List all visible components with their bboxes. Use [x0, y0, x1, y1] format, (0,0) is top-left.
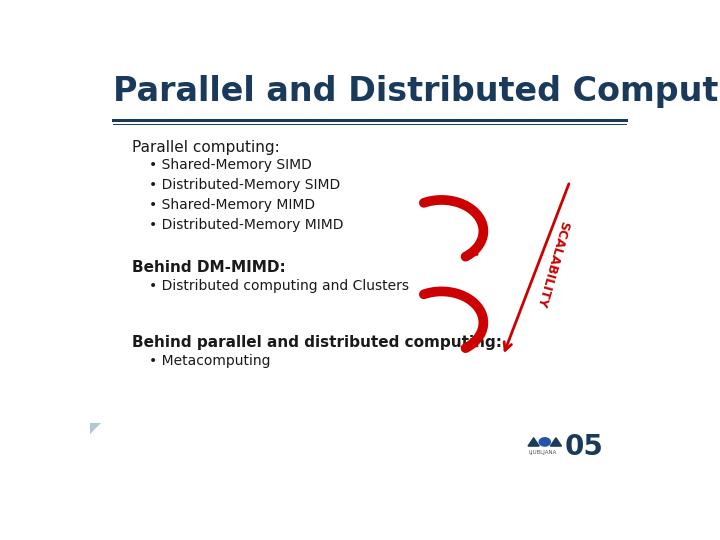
Text: • Distributed-Memory MIMD: • Distributed-Memory MIMD [148, 218, 343, 232]
Text: Behind DM-MIMD:: Behind DM-MIMD: [132, 260, 286, 275]
Text: SCALABILITY: SCALABILITY [534, 220, 570, 309]
Text: • Distributed computing and Clusters: • Distributed computing and Clusters [148, 279, 408, 293]
Circle shape [539, 438, 550, 446]
Polygon shape [550, 438, 562, 446]
Text: Parallel computing:: Parallel computing: [132, 140, 279, 154]
Text: • Metacomputing: • Metacomputing [148, 354, 270, 368]
Bar [90, 423, 648, 481]
Text: • Shared-Memory SIMD: • Shared-Memory SIMD [148, 158, 312, 172]
Text: 05: 05 [564, 433, 603, 461]
Polygon shape [528, 438, 539, 446]
Text: Behind parallel and distributed computing:: Behind parallel and distributed computin… [132, 335, 502, 350]
Polygon shape [73, 393, 648, 481]
Text: • Distributed-Memory SIMD: • Distributed-Memory SIMD [148, 178, 340, 192]
Text: Parallel and Distributed Computing: Parallel and Distributed Computing [114, 75, 720, 109]
Text: • Shared-Memory MIMD: • Shared-Memory MIMD [148, 198, 315, 212]
Text: LJUBLJANA: LJUBLJANA [529, 450, 557, 455]
Text: 36: 36 [91, 430, 161, 477]
